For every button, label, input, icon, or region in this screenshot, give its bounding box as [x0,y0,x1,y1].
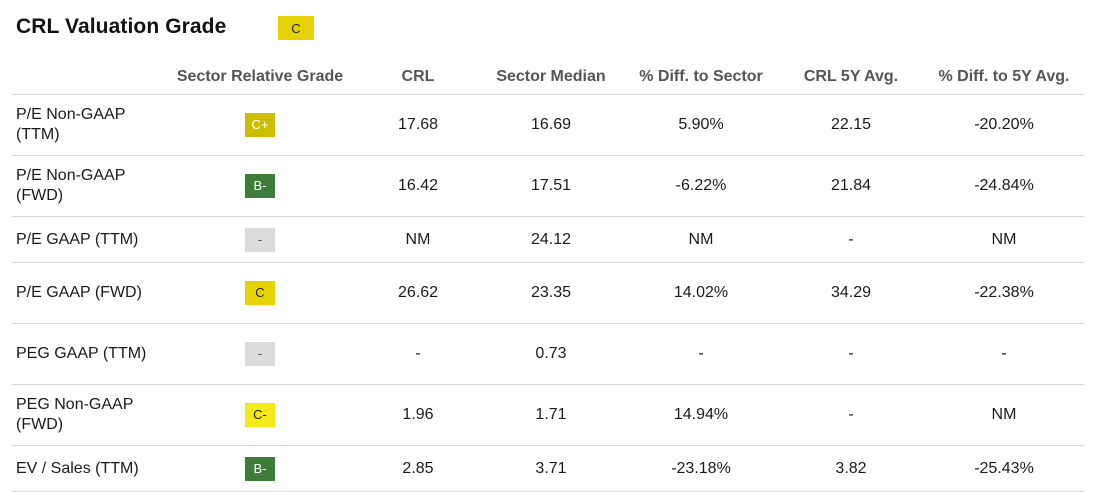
grade-cell: - [162,216,358,263]
diff-to-5y-avg-value: -25.43% [924,445,1084,492]
crl-5y-avg-value: 34.29 [778,262,924,324]
diff-to-sector-value: -23.18% [624,445,778,492]
diff-to-sector-value: NM [624,216,778,263]
grade-badge: B- [245,456,275,481]
page-title: CRL Valuation Grade [16,15,227,38]
grade-cell: B- [162,445,358,492]
table-row: EV / Sales (TTM) B- 2.85 3.71 -23.18% 3.82 -25… [12,445,1084,492]
metric-name: PEG Non-GAAP (FWD) [12,384,162,446]
diff-to-5y-avg-value: -20.20% [924,94,1084,156]
table-row: P/E GAAP (FWD) C 26.62 23.35 14.02% 34.29 -22.… [12,262,1084,324]
diff-to-sector-value: -6.22% [624,155,778,217]
diff-to-5y-avg-value: -22.38% [924,262,1084,324]
grade-badge: C+ [245,113,275,137]
header-diff-to-5y-avg: % Diff. to 5Y Avg. [924,60,1084,95]
crl-5y-avg-value: - [778,384,924,446]
crl-value: - [358,323,478,385]
table-row: P/E GAAP (TTM) - NM 24.12 NM - NM [12,216,1084,263]
metric-name: P/E GAAP (TTM) [12,216,162,263]
diff-to-sector-value: 5.90% [624,94,778,156]
table-row: P/E Non-GAAP (TTM) C+ 17.68 16.69 5.90% 22.15… [12,94,1084,156]
crl-5y-avg-value: 21.84 [778,155,924,217]
crl-value: 1.96 [358,384,478,446]
valuation-grade-table: Sector Relative Grade CRL Sector Median … [12,60,1084,492]
crl-value: 17.68 [358,94,478,156]
sector-median-value: 1.71 [478,384,624,446]
sector-median-value: 0.73 [478,323,624,385]
overall-grade-badge: C [278,16,314,40]
diff-to-sector-value: 14.94% [624,384,778,446]
crl-5y-avg-value: - [778,216,924,263]
crl-value: 2.85 [358,445,478,492]
sector-median-value: 24.12 [478,216,624,263]
grade-badge: C- [245,403,275,427]
crl-5y-avg-value: - [778,323,924,385]
header-diff-to-sector: % Diff. to Sector [624,60,778,95]
header-sector-relative-grade: Sector Relative Grade [162,60,358,95]
grade-badge: B- [245,174,275,198]
metric-name: PEG GAAP (TTM) [12,323,162,385]
grade-cell: C [162,262,358,324]
title-row: CRL Valuation Grade [16,13,226,41]
metric-name: EV / Sales (TTM) [12,445,162,492]
table-row: PEG GAAP (TTM) - -0.73- - - [12,323,1084,385]
crl-5y-avg-value: 22.15 [778,94,924,156]
metric-name: P/E Non-GAAP (FWD) [12,155,162,217]
diff-to-5y-avg-value: NM [924,216,1084,263]
table-body: P/E Non-GAAP (TTM) C+ 17.68 16.69 5.90% 22.15… [12,94,1084,492]
diff-to-5y-avg-value: -24.84% [924,155,1084,217]
metric-name: P/E GAAP (FWD) [12,262,162,324]
header-sector-median: Sector Median [478,60,624,95]
grade-cell: C+ [162,94,358,156]
table-row: P/E Non-GAAP (FWD) B- 16.42 17.51 -6.22% 21.8… [12,155,1084,217]
crl-value: 26.62 [358,262,478,324]
sector-median-value: 17.51 [478,155,624,217]
crl-value: NM [358,216,478,263]
metric-name: P/E Non-GAAP (TTM) [12,94,162,156]
grade-cell: B- [162,155,358,217]
header-crl-5y-avg: CRL 5Y Avg. [778,60,924,95]
sector-median-value: 16.69 [478,94,624,156]
header-metric [12,60,162,95]
grade-badge: - [245,342,275,366]
sector-median-value: 3.71 [478,445,624,492]
sector-median-value: 23.35 [478,262,624,324]
grade-cell: C- [162,384,358,446]
crl-5y-avg-value: 3.82 [778,445,924,492]
grade-cell: - [162,323,358,385]
diff-to-5y-avg-value: - [924,323,1084,385]
grade-badge: - [245,227,275,252]
table-header-row: Sector Relative Grade CRL Sector Median … [12,60,1084,95]
crl-value: 16.42 [358,155,478,217]
table-row: PEG Non-GAAP (FWD) C- 1.96 1.71 14.94% - NM [12,384,1084,446]
diff-to-5y-avg-value: NM [924,384,1084,446]
grade-badge: C [245,281,275,305]
header-crl: CRL [358,60,478,95]
diff-to-sector-value: 14.02% [624,262,778,324]
diff-to-sector-value: - [624,323,778,385]
